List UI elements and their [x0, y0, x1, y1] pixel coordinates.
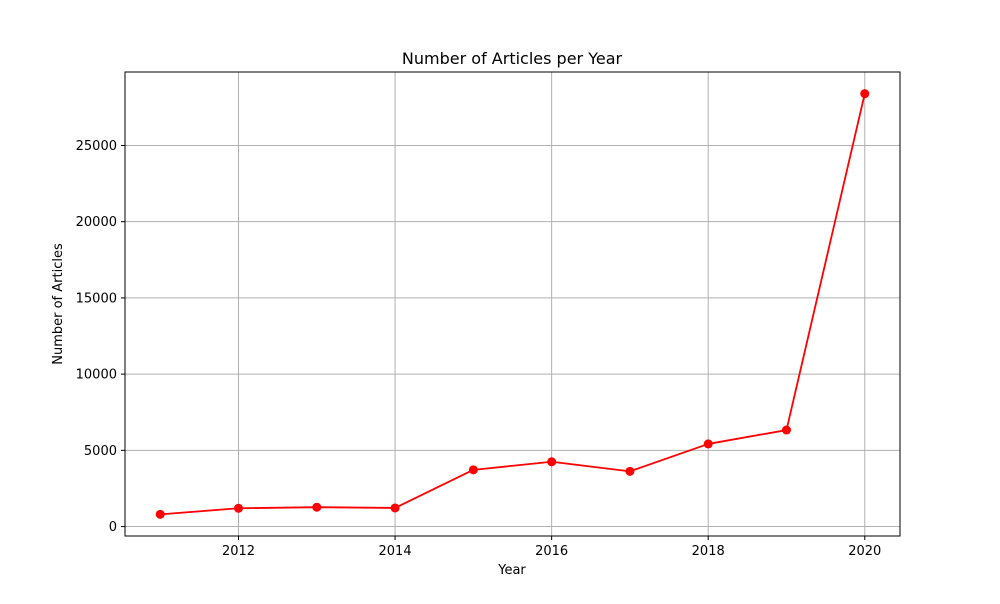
y-tick-label: 15000: [76, 291, 117, 306]
data-point-2016: [547, 457, 557, 467]
x-tick-label: 2016: [535, 544, 568, 559]
y-tick-label: 25000: [76, 139, 117, 154]
data-point-2011: [155, 509, 165, 519]
data-point-2018: [703, 439, 713, 449]
x-tick-label: 2020: [848, 544, 881, 559]
x-axis-label: Year: [497, 563, 526, 578]
data-point-2019: [781, 425, 791, 435]
axis-ticks: 2012 2014 2016 2018 2020 0 5000 10000 15000 20000…: [76, 139, 882, 559]
y-tick-label: 0: [109, 520, 117, 535]
data-point-2014: [390, 503, 400, 513]
y-tick-label: 20000: [76, 215, 117, 230]
x-tick-label: 2012: [222, 544, 255, 559]
x-tick-label: 2018: [692, 544, 725, 559]
data-point-2020: [860, 89, 870, 99]
y-axis-label: Number of Articles: [51, 243, 66, 365]
plot-area-frame: [124, 71, 901, 537]
data-point-2012: [234, 503, 244, 513]
series: [155, 89, 870, 519]
data-point-2013: [312, 502, 322, 512]
data-point-2017: [625, 466, 635, 476]
y-tick-label: 10000: [76, 368, 117, 383]
grid: [125, 72, 900, 536]
x-tick-label: 2014: [379, 544, 412, 559]
y-tick-label: 5000: [84, 444, 117, 459]
series-line: [160, 93, 866, 516]
data-point-2015: [468, 465, 478, 475]
chart-title: Number of Articles per Year: [402, 49, 623, 68]
